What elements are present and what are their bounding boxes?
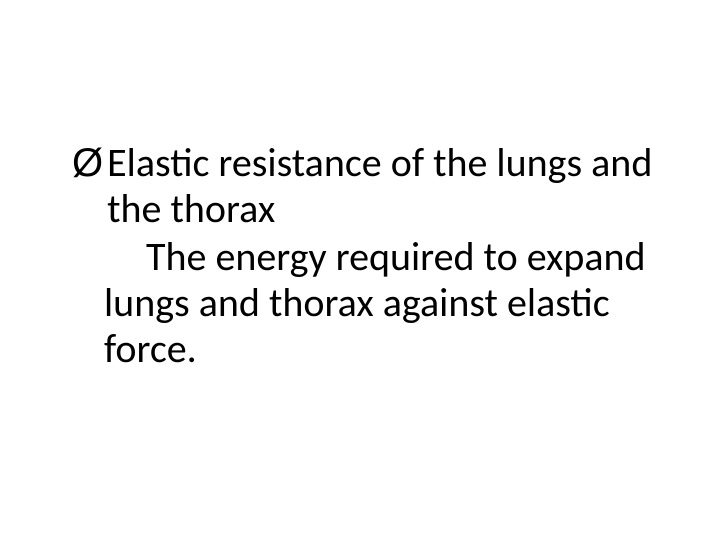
bullet-text: Elastic resistance of the lungs and the …	[107, 140, 660, 232]
bullet-arrow-icon: Ø	[72, 140, 103, 186]
slide: Ø Elastic resistance of the lungs and th…	[0, 0, 720, 540]
sub-text: The energy required to expand lungs and …	[104, 234, 660, 372]
bullet-item: Ø Elastic resistance of the lungs and th…	[72, 140, 660, 232]
